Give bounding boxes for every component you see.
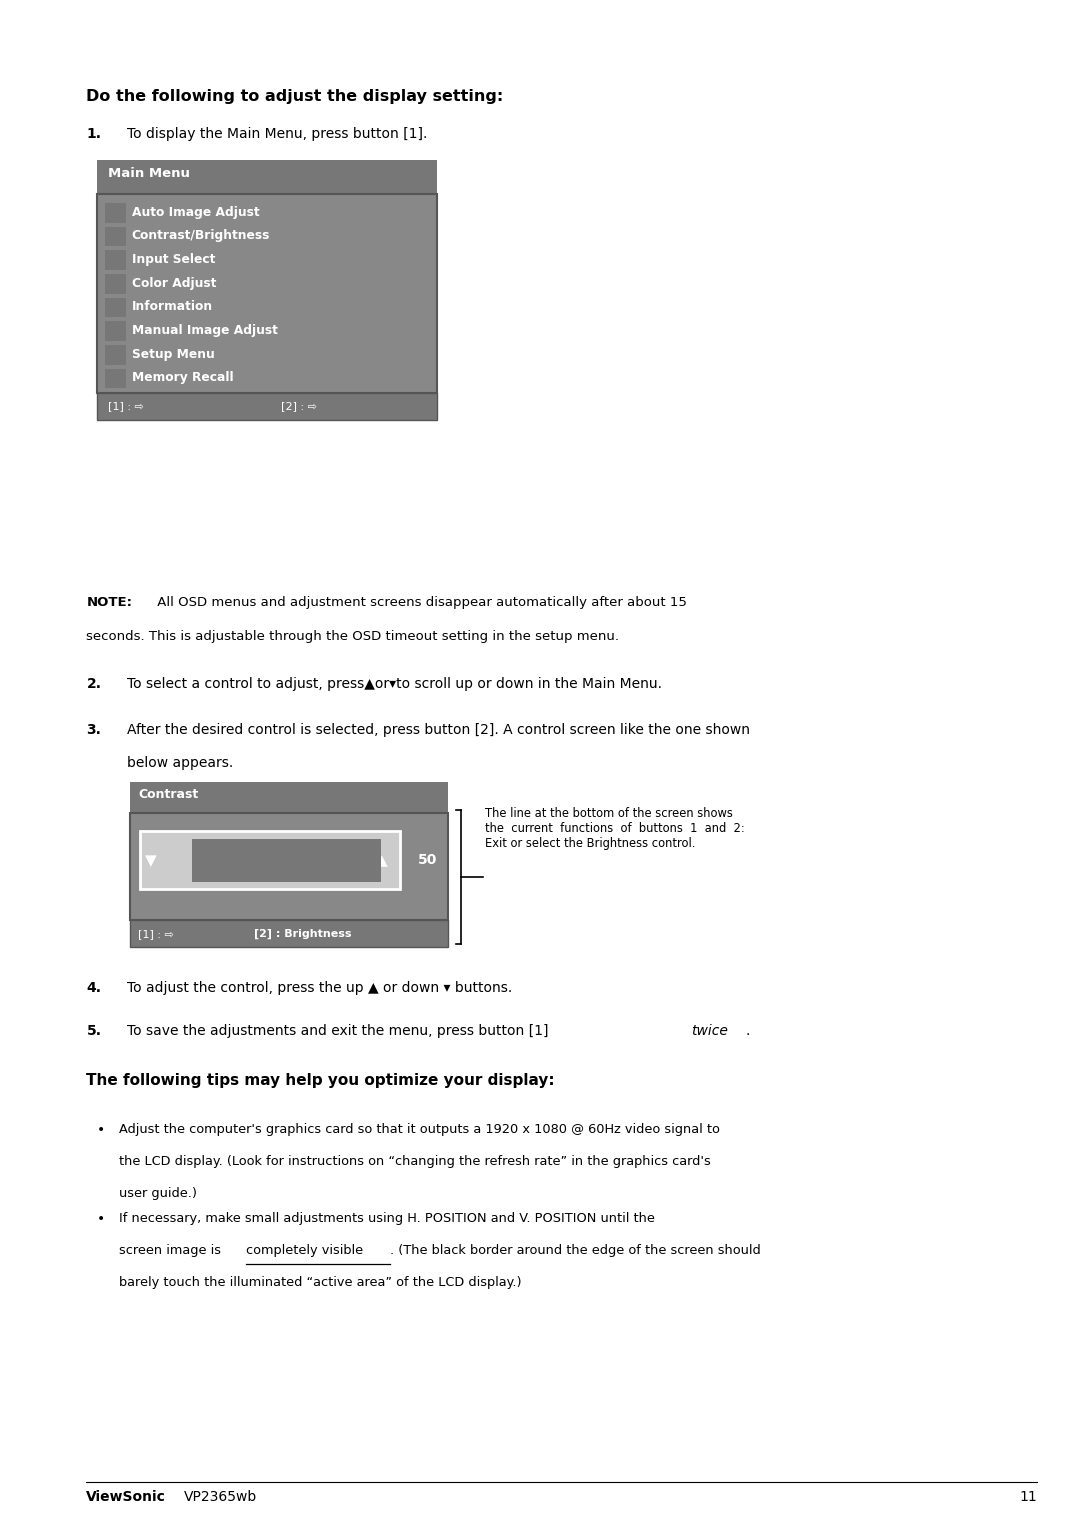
Text: Color Adjust: Color Adjust	[132, 277, 216, 290]
FancyBboxPatch shape	[105, 298, 126, 318]
Text: ▼: ▼	[145, 853, 157, 868]
Text: 11: 11	[1020, 1490, 1037, 1504]
FancyBboxPatch shape	[97, 194, 437, 393]
Text: •: •	[97, 1123, 106, 1137]
Text: To adjust the control, press the up ▲ or down ▾ buttons.: To adjust the control, press the up ▲ or…	[127, 981, 513, 995]
FancyBboxPatch shape	[105, 345, 126, 365]
Text: To save the adjustments and exit the menu, press button [1]: To save the adjustments and exit the men…	[127, 1024, 553, 1038]
Text: 5.: 5.	[86, 1024, 102, 1038]
Text: screen image is: screen image is	[119, 1244, 225, 1258]
FancyBboxPatch shape	[130, 782, 448, 813]
Text: ViewSonic: ViewSonic	[86, 1490, 166, 1504]
Text: Adjust the computer's graphics card so that it outputs a 1920 x 1080 @ 60Hz vide: Adjust the computer's graphics card so t…	[119, 1123, 719, 1137]
Text: Do the following to adjust the display setting:: Do the following to adjust the display s…	[86, 89, 503, 104]
Text: ▲: ▲	[376, 853, 388, 868]
Text: Contrast/Brightness: Contrast/Brightness	[132, 229, 270, 243]
FancyBboxPatch shape	[140, 831, 400, 889]
Text: Manual Image Adjust: Manual Image Adjust	[132, 324, 278, 338]
Text: After the desired control is selected, press button [2]. A control screen like t: After the desired control is selected, p…	[127, 723, 751, 736]
Text: 2.: 2.	[86, 677, 102, 691]
Text: Auto Image Adjust: Auto Image Adjust	[132, 205, 259, 219]
Text: The following tips may help you optimize your display:: The following tips may help you optimize…	[86, 1073, 555, 1088]
Text: Information: Information	[132, 299, 213, 313]
Text: 1.: 1.	[86, 127, 102, 141]
Text: To select a control to adjust, press▲or▾to scroll up or down in the Main Menu.: To select a control to adjust, press▲or▾…	[127, 677, 662, 691]
FancyBboxPatch shape	[105, 251, 126, 270]
Text: Setup Menu: Setup Menu	[132, 347, 215, 361]
FancyBboxPatch shape	[105, 368, 126, 388]
Text: VP2365wb: VP2365wb	[184, 1490, 257, 1504]
Text: completely visible: completely visible	[246, 1244, 363, 1258]
Text: •: •	[97, 1212, 106, 1225]
Text: below appears.: below appears.	[127, 756, 233, 770]
FancyBboxPatch shape	[105, 321, 126, 341]
Text: 4.: 4.	[86, 981, 102, 995]
Text: [2] : ⇨: [2] : ⇨	[281, 402, 316, 411]
FancyBboxPatch shape	[105, 274, 126, 293]
Text: To display the Main Menu, press button [1].: To display the Main Menu, press button […	[127, 127, 428, 141]
Text: seconds. This is adjustable through the OSD timeout setting in the setup menu.: seconds. This is adjustable through the …	[86, 630, 620, 643]
FancyBboxPatch shape	[192, 839, 381, 882]
Text: Main Menu: Main Menu	[108, 167, 190, 180]
Text: The line at the bottom of the screen shows
the  current  functions  of  buttons : The line at the bottom of the screen sho…	[485, 807, 745, 850]
Text: 50: 50	[418, 853, 437, 868]
Text: Input Select: Input Select	[132, 252, 215, 266]
FancyBboxPatch shape	[97, 160, 437, 194]
Text: user guide.): user guide.)	[119, 1187, 197, 1201]
Text: Contrast: Contrast	[138, 788, 199, 802]
Text: [1] : ⇨: [1] : ⇨	[138, 929, 174, 938]
Text: NOTE:: NOTE:	[86, 596, 133, 610]
FancyBboxPatch shape	[130, 920, 448, 947]
Text: [1] : ⇨: [1] : ⇨	[108, 402, 144, 411]
Text: twice: twice	[691, 1024, 728, 1038]
FancyBboxPatch shape	[130, 813, 448, 920]
FancyBboxPatch shape	[105, 203, 126, 223]
Text: [2] : Brightness: [2] : Brightness	[254, 929, 351, 938]
FancyBboxPatch shape	[105, 226, 126, 246]
Text: .: .	[745, 1024, 750, 1038]
Text: All OSD menus and adjustment screens disappear automatically after about 15: All OSD menus and adjustment screens dis…	[153, 596, 687, 610]
Text: Memory Recall: Memory Recall	[132, 371, 233, 385]
FancyBboxPatch shape	[97, 393, 437, 420]
Text: barely touch the illuminated “active area” of the LCD display.): barely touch the illuminated “active are…	[119, 1276, 522, 1290]
Text: If necessary, make small adjustments using H. POSITION and V. POSITION until the: If necessary, make small adjustments usi…	[119, 1212, 654, 1225]
Text: . (The black border around the edge of the screen should: . (The black border around the edge of t…	[390, 1244, 760, 1258]
Text: 3.: 3.	[86, 723, 102, 736]
Text: the LCD display. (Look for instructions on “changing the refresh rate” in the gr: the LCD display. (Look for instructions …	[119, 1155, 711, 1169]
